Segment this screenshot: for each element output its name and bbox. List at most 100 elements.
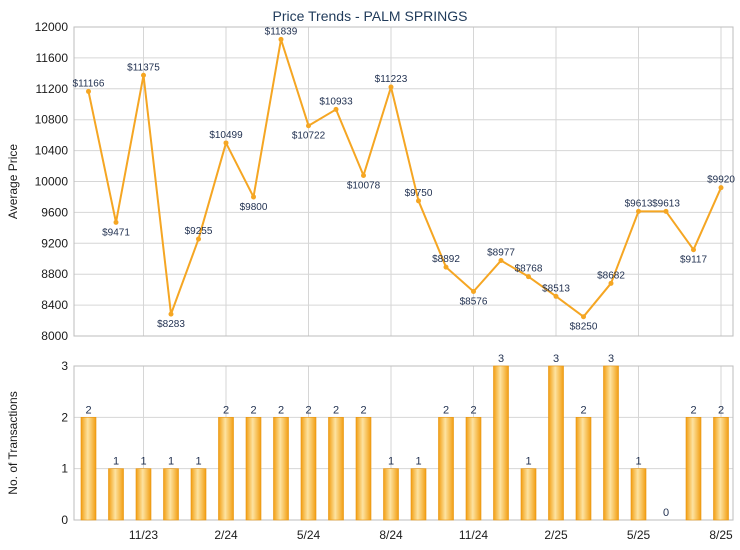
chart-title: Price Trends - PALM SPRINGS xyxy=(272,8,467,24)
price-point xyxy=(361,172,366,178)
tx-bar xyxy=(410,468,427,521)
tx-bar-label: 2 xyxy=(360,404,366,416)
tx-bar-label: 2 xyxy=(305,404,311,416)
price-y-axis-title: Average Price xyxy=(6,144,20,219)
price-series-line xyxy=(87,38,722,318)
price-point xyxy=(471,289,476,295)
x-tick-label: 2/24 xyxy=(214,528,238,542)
price-point xyxy=(141,72,146,78)
price-point xyxy=(113,219,119,225)
price-plot-frame xyxy=(73,26,734,337)
tx-bar xyxy=(80,417,97,521)
price-data-label: $8977 xyxy=(487,248,515,259)
price-point xyxy=(168,311,174,317)
tx-y-axis-title: No. of Transactions xyxy=(6,391,20,494)
price-y-tick-label: 11600 xyxy=(36,51,69,65)
price-point xyxy=(251,194,256,200)
price-data-label: $8892 xyxy=(432,254,460,265)
price-data-label: $8682 xyxy=(597,270,625,281)
price-data-label: $10078 xyxy=(347,180,381,191)
tx-bar xyxy=(548,365,564,521)
tx-bar xyxy=(163,468,179,521)
x-tick-label: 5/24 xyxy=(297,528,321,542)
tx-bar-label: 1 xyxy=(168,456,174,468)
price-data-label: $10499 xyxy=(209,130,243,141)
price-point xyxy=(718,185,724,191)
tx-bar xyxy=(190,468,207,521)
price-panel: 8000 8400 8800 9200 9600 10000 10400 10800 11200… xyxy=(6,20,735,343)
tx-bar xyxy=(328,417,344,521)
price-data-label: $9255 xyxy=(185,226,213,237)
tx-y-tick-label: 3 xyxy=(61,359,68,373)
price-data-label: $9117 xyxy=(680,255,708,266)
tx-bar xyxy=(493,365,509,521)
tx-bar-label: 2 xyxy=(223,404,229,416)
tx-y-tick-label: 1 xyxy=(61,462,68,476)
x-tick-label: 11/24 xyxy=(459,528,488,542)
price-point xyxy=(663,208,669,214)
tx-bar-label: 1 xyxy=(635,456,641,468)
price-data-label: $10722 xyxy=(292,131,326,142)
price-point xyxy=(498,258,504,264)
tx-bar xyxy=(603,365,619,521)
price-y-tick-label: 12000 xyxy=(35,20,69,34)
price-data-label: $11223 xyxy=(375,74,408,85)
price-data-label: $9750 xyxy=(405,188,433,199)
tx-bar xyxy=(438,417,454,521)
tx-bar-label: 1 xyxy=(415,456,421,468)
tx-bar xyxy=(630,468,647,521)
tx-bar xyxy=(273,417,289,521)
tx-bar xyxy=(108,468,124,521)
price-y-tick-label: 9200 xyxy=(41,236,68,250)
x-tick-label: 11/23 xyxy=(129,528,158,542)
price-point xyxy=(636,208,641,214)
tx-bar xyxy=(383,468,399,521)
tx-bar-label: 2 xyxy=(580,404,586,416)
price-data-label: $8768 xyxy=(515,264,543,275)
tx-bar-label: 2 xyxy=(470,404,476,416)
price-data-label: $10933 xyxy=(319,96,353,107)
price-point xyxy=(553,293,559,299)
tx-bar-label: 2 xyxy=(85,404,91,416)
tx-bar-label: 1 xyxy=(388,456,394,468)
price-data-label: $9920 xyxy=(707,175,735,186)
price-point xyxy=(278,36,284,42)
price-point xyxy=(196,236,201,242)
tx-bar-label: 1 xyxy=(140,456,146,468)
tx-bar-label: 3 xyxy=(553,353,559,365)
tx-bar-label: 2 xyxy=(718,404,724,416)
price-data-label: $9613 xyxy=(652,198,680,209)
tx-bar-label: 2 xyxy=(278,404,284,416)
price-point xyxy=(388,84,394,90)
tx-bar-label: 1 xyxy=(113,456,119,468)
price-data-label: $11166 xyxy=(73,78,105,89)
price-data-label: $11375 xyxy=(127,62,160,73)
price-point xyxy=(608,280,614,286)
price-point xyxy=(416,198,421,204)
tx-plot-frame xyxy=(73,365,734,521)
price-point xyxy=(223,140,229,146)
price-data-label: $9800 xyxy=(240,202,268,213)
price-point xyxy=(86,88,91,94)
price-point xyxy=(581,314,586,320)
tx-bar-label: 3 xyxy=(608,353,614,365)
x-tick-label: 8/24 xyxy=(379,528,403,542)
tx-bar-label: 1 xyxy=(525,456,531,468)
x-tick-label: 8/25 xyxy=(709,528,733,542)
price-point xyxy=(691,247,696,253)
price-y-tick-label: 10800 xyxy=(35,113,69,127)
price-y-tick-label: 10400 xyxy=(35,144,69,158)
price-point xyxy=(526,274,531,280)
tx-bar-label: 3 xyxy=(498,353,504,365)
tx-bar-label: 2 xyxy=(690,404,696,416)
tx-y-tick-label: 2 xyxy=(61,410,68,424)
price-y-tick-label: 9600 xyxy=(41,205,68,219)
price-data-label: $8283 xyxy=(157,319,185,330)
tx-bar xyxy=(300,417,317,521)
tx-bar xyxy=(218,417,234,521)
x-tick-label: 2/25 xyxy=(544,528,568,542)
tx-bar-label: 2 xyxy=(333,404,339,416)
tx-bar xyxy=(355,417,372,521)
